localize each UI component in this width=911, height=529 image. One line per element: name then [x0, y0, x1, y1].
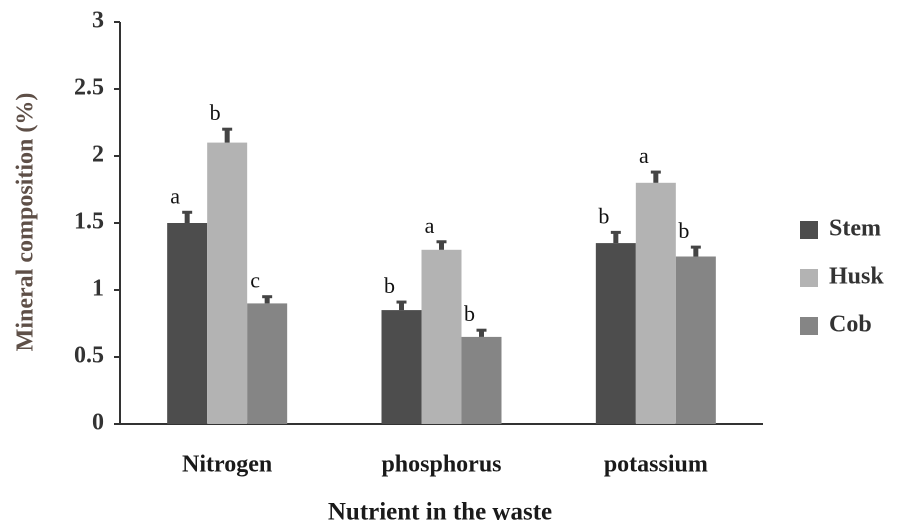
significance-label: a: [425, 213, 435, 238]
bar: [595, 243, 636, 424]
significance-label: b: [210, 100, 221, 125]
bar: [675, 256, 716, 424]
legend-swatch: [800, 221, 818, 239]
significance-label: a: [639, 143, 649, 168]
y-tick-label: 0.5: [74, 343, 104, 369]
significance-label: b: [678, 218, 689, 243]
significance-label: b: [464, 301, 475, 326]
y-tick-label: 1.5: [74, 209, 104, 235]
y-tick-label: 2.5: [74, 75, 104, 101]
significance-label: a: [170, 183, 180, 208]
bar: [247, 303, 288, 424]
y-axis-title: Mineral composition (%): [13, 93, 39, 352]
legend-label: Cob: [829, 312, 872, 338]
y-tick-label: 1: [92, 276, 104, 302]
x-tick-label: phosphorus: [381, 452, 501, 478]
y-tick-label: 3: [92, 8, 104, 34]
bar: [461, 336, 502, 424]
y-tick-label: 0: [92, 410, 104, 436]
bar: [635, 182, 676, 424]
bar: [167, 223, 208, 424]
significance-label: b: [384, 273, 395, 298]
x-tick-label: potassium: [604, 452, 708, 478]
bar: [421, 249, 462, 424]
significance-label: b: [598, 203, 609, 228]
legend-label: Husk: [829, 264, 884, 290]
bar: [207, 142, 248, 424]
x-tick-label: Nitrogen: [182, 452, 272, 478]
legend-swatch: [800, 317, 818, 335]
bar: [381, 310, 422, 424]
legend-swatch: [800, 269, 818, 287]
x-axis-title: Nutrient in the waste: [328, 499, 552, 526]
legend-label: Stem: [829, 216, 881, 242]
y-tick-label: 2: [92, 142, 104, 168]
significance-label: c: [250, 268, 260, 293]
